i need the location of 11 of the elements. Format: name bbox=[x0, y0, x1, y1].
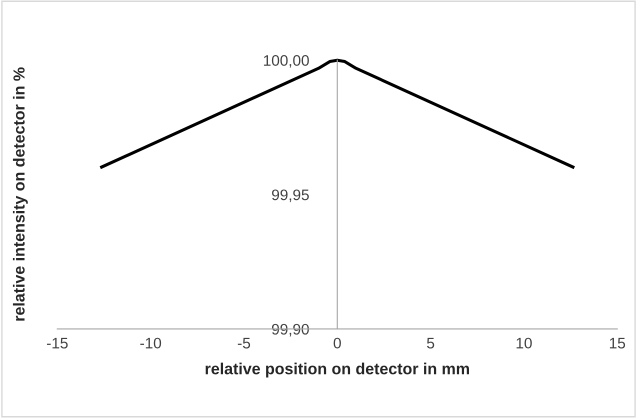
x-tick-label: -10 bbox=[140, 338, 162, 349]
y-axis-title: relative intensity on detector in % bbox=[12, 67, 28, 321]
x-tick-label: 0 bbox=[334, 338, 341, 349]
y-tick-label: 100,00 bbox=[264, 55, 309, 68]
x-tick-label: -5 bbox=[238, 338, 250, 349]
x-tick-label: 15 bbox=[610, 338, 626, 349]
y-tick-label: 99,95 bbox=[272, 189, 309, 202]
x-tick-label: 5 bbox=[426, 338, 434, 349]
x-tick-label: -15 bbox=[46, 338, 68, 349]
x-tick-label: 10 bbox=[516, 338, 532, 349]
x-axis-title: relative position on detector in mm bbox=[206, 362, 469, 378]
